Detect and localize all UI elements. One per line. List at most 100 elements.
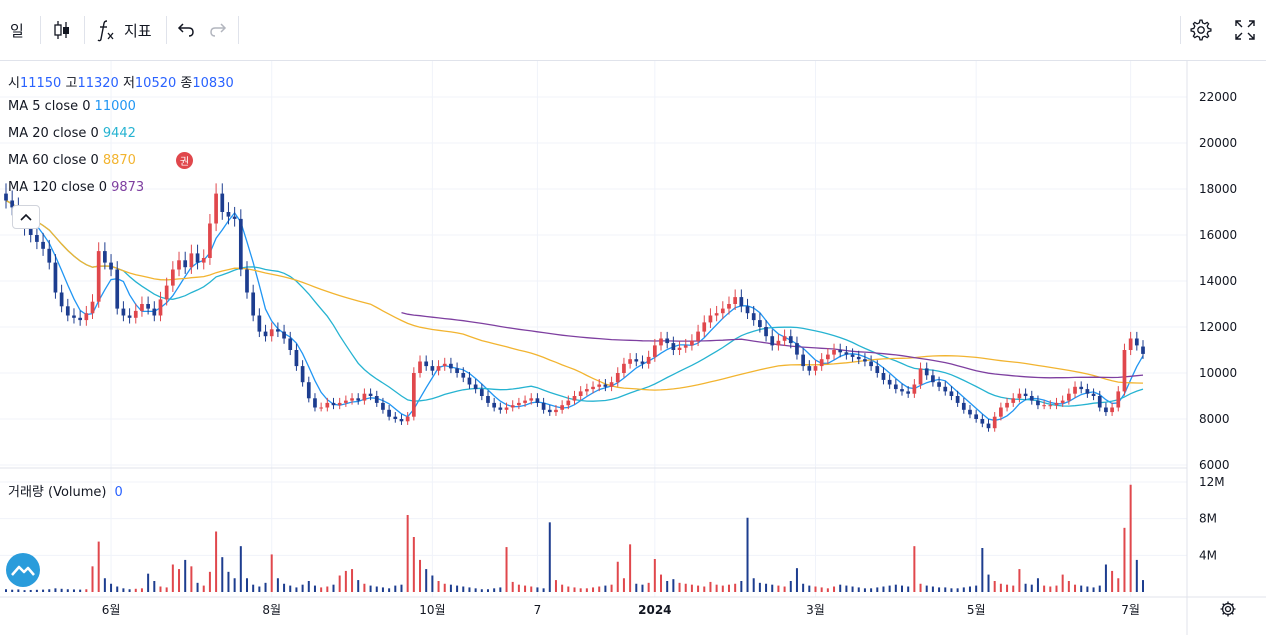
volume-bar — [1012, 585, 1015, 592]
volume-bar — [270, 554, 273, 592]
candle-body — [1091, 393, 1096, 396]
volume-bar — [11, 589, 14, 592]
volume-bar — [907, 586, 910, 592]
candle-body — [770, 336, 775, 346]
volume-bar — [968, 586, 971, 592]
broker-logo[interactable] — [6, 553, 40, 587]
ma120-legend[interactable]: MA 120 close 0 9873 — [8, 180, 144, 195]
volume-tick-label: 12M — [1199, 475, 1225, 489]
undo-button[interactable] — [176, 15, 196, 45]
volume-bar — [289, 585, 292, 592]
candle-body — [609, 382, 614, 387]
candle-body — [214, 193, 218, 224]
candle-body — [399, 419, 404, 422]
volume-bar — [103, 578, 106, 592]
volume-bar — [190, 566, 193, 592]
candle-body — [103, 251, 107, 263]
volume-bar — [122, 588, 125, 592]
volume-bar — [585, 588, 588, 592]
candle-body — [1023, 393, 1028, 396]
ma5-legend[interactable]: MA 5 close 0 11000 — [8, 99, 136, 114]
volume-bar — [276, 578, 279, 592]
candle-body — [869, 361, 873, 367]
candle-body — [356, 398, 361, 401]
volume-bar — [1080, 585, 1083, 592]
chart-area[interactable]: 22000 20000 18000 16000 14000 12000 10000 8000 6… — [0, 61, 1266, 635]
ma20-legend[interactable]: MA 20 close 0 9442 — [8, 126, 136, 141]
candle-body — [708, 315, 713, 323]
candle-body — [170, 269, 175, 286]
volume-bar — [221, 557, 224, 592]
volume-tick-label: 4M — [1199, 548, 1217, 562]
candle-body — [504, 407, 509, 410]
volume-bar — [140, 588, 143, 592]
candle-body — [381, 402, 385, 410]
chart-type-button[interactable] — [52, 15, 72, 45]
candle-body — [72, 315, 76, 318]
toolbar-divider — [40, 16, 41, 44]
redo-button[interactable] — [208, 15, 228, 45]
volume-bar — [1092, 587, 1095, 592]
price-tick-label: 8000 — [1199, 412, 1230, 426]
volume-bar — [752, 578, 755, 592]
volume-bar — [1043, 585, 1046, 592]
volume-bar — [962, 587, 965, 592]
collapse-legend-button[interactable] — [12, 205, 40, 229]
volume-bar — [283, 583, 286, 592]
volume-bar — [517, 584, 520, 592]
interval-button[interactable]: 일 — [10, 15, 24, 45]
volume-bar — [233, 578, 236, 592]
volume-bar — [882, 586, 885, 592]
volume-bar — [437, 581, 440, 592]
candle-body — [659, 338, 663, 346]
volume-bar — [1061, 574, 1064, 592]
volume-bar — [925, 585, 928, 592]
time-axis-settings-button[interactable] — [1218, 599, 1238, 619]
candle-body — [449, 363, 453, 369]
candle-body — [411, 373, 416, 417]
volume-bar — [931, 586, 934, 592]
volume-bar — [530, 586, 533, 592]
candle-body — [554, 409, 558, 413]
candle-body — [220, 193, 225, 212]
candle-body — [1017, 393, 1022, 399]
volume-bar — [326, 586, 329, 592]
ma60-legend[interactable]: MA 60 close 0 8870 — [8, 153, 136, 168]
volume-bar — [548, 522, 551, 592]
volume-bar — [128, 589, 131, 592]
candle-body — [696, 331, 700, 341]
volume-bar — [295, 587, 298, 592]
volume-bar — [746, 517, 749, 592]
volume-legend[interactable]: 거래량 (Volume) 0 — [8, 481, 123, 500]
fullscreen-button[interactable] — [1234, 15, 1256, 45]
volume-bar — [60, 588, 63, 592]
candle-body — [961, 402, 966, 410]
candle-body — [344, 400, 348, 403]
settings-button[interactable] — [1189, 15, 1213, 45]
candle-body — [1079, 386, 1084, 390]
candle-body — [1036, 400, 1040, 406]
candle-body — [121, 308, 126, 316]
rights-badge[interactable]: 권 — [176, 152, 193, 169]
candle-body — [931, 375, 935, 383]
volume-bar — [944, 587, 947, 592]
volume-bar — [5, 589, 7, 592]
high-label: 고 — [65, 76, 78, 91]
candle-body — [690, 340, 694, 346]
candle-body — [461, 373, 466, 378]
fullscreen-icon — [1235, 20, 1255, 40]
volume-bar — [381, 587, 384, 592]
volume-bar — [579, 588, 582, 592]
price-chart[interactable]: 22000 20000 18000 16000 14000 12000 10000 8000 6… — [0, 61, 1266, 635]
candle-body — [795, 343, 799, 355]
indicators-button[interactable]: 지표 — [96, 15, 152, 45]
candle-body — [825, 354, 830, 360]
volume-bar — [245, 578, 248, 592]
candle-body — [115, 269, 120, 309]
volume-bar — [789, 581, 792, 592]
volume-bar — [604, 585, 607, 592]
candle-body — [832, 350, 836, 355]
volume-bar — [1098, 585, 1101, 592]
volume-bar — [765, 583, 768, 592]
price-tick-label: 10000 — [1199, 366, 1237, 380]
